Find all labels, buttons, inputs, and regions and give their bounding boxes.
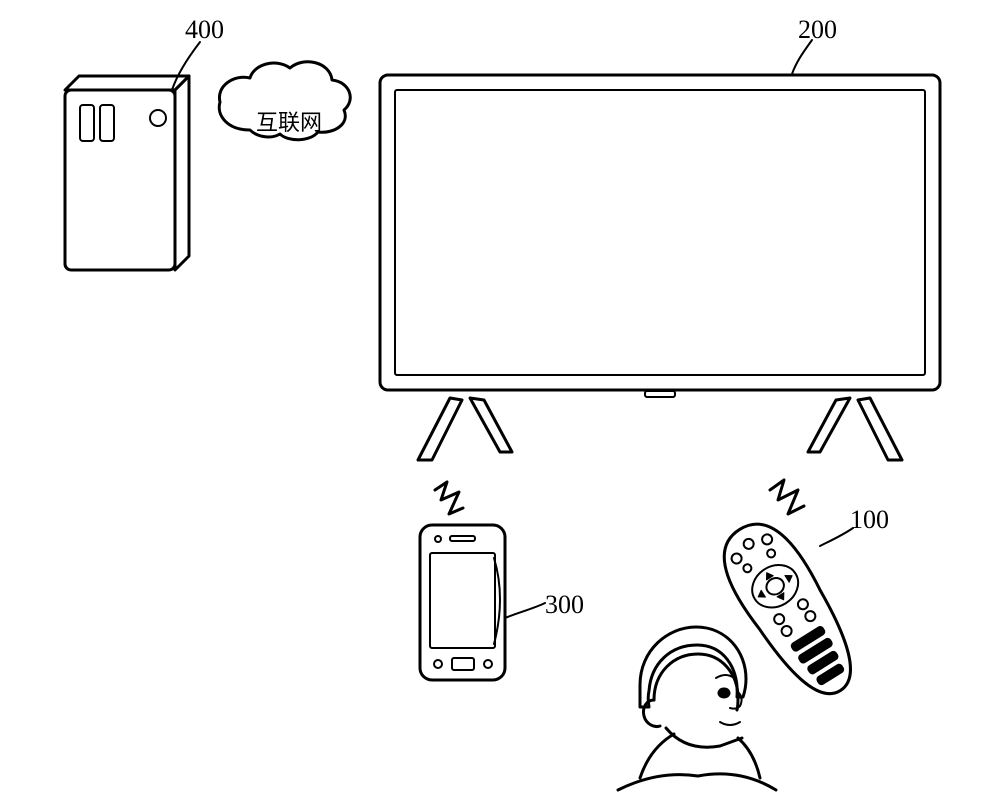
label-100: 100 bbox=[850, 505, 889, 535]
leader-phone bbox=[505, 603, 545, 618]
wireless-icon-right bbox=[770, 480, 804, 514]
leader-server bbox=[172, 42, 200, 90]
tv-display bbox=[380, 75, 940, 460]
label-200: 200 bbox=[798, 15, 837, 45]
leader-tv bbox=[792, 40, 812, 74]
label-cloud: 互联网 bbox=[256, 105, 322, 137]
diagram-svg bbox=[0, 0, 1000, 805]
smartphone bbox=[420, 525, 505, 680]
server-tower bbox=[65, 76, 189, 270]
leader-remote bbox=[820, 528, 853, 546]
remote-control bbox=[708, 509, 873, 710]
label-300: 300 bbox=[545, 590, 584, 620]
diagram-stage: 400 200 300 100 互联网 bbox=[0, 0, 1000, 805]
label-400: 400 bbox=[185, 15, 224, 45]
user-head-icon bbox=[618, 627, 776, 790]
wireless-icon-left bbox=[435, 482, 463, 514]
